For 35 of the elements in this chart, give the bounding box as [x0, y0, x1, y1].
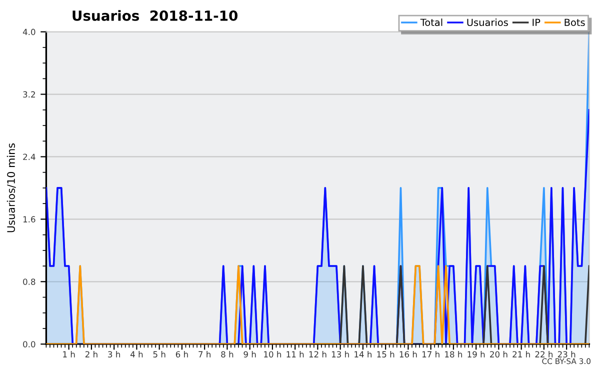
- y-tick-label: 0.8: [23, 278, 36, 285]
- x-tick-label: 1 h: [63, 351, 75, 358]
- x-tick-label: 10 h: [264, 351, 282, 358]
- x-tick-label: 13 h: [332, 351, 349, 358]
- legend-label: Total: [420, 18, 442, 26]
- x-tick-label: 23 h: [558, 351, 576, 358]
- y-tick-label: 0.0: [23, 341, 36, 348]
- x-tick-label: 4 h: [130, 351, 143, 358]
- x-tick-label: 9 h: [244, 351, 256, 358]
- x-tick-label: 14 h: [354, 351, 372, 358]
- x-tick-label: 8 h: [221, 351, 234, 358]
- legend-label: Bots: [564, 18, 585, 26]
- x-tick-label: 20 h: [490, 351, 508, 358]
- y-axis-title: Usuarios/10 mins: [6, 143, 16, 232]
- y-tick-label: 2.4: [23, 154, 36, 160]
- x-tick-label: 12 h: [309, 351, 326, 358]
- x-tick-label: 6 h: [176, 351, 188, 358]
- x-tick-label: 5 h: [153, 351, 166, 358]
- x-tick-label: 18 h: [445, 351, 462, 358]
- x-tick-label: 21 h: [512, 351, 530, 358]
- x-tick-label: 15 h: [377, 351, 394, 358]
- x-tick-label: 11 h: [286, 351, 304, 358]
- y-tick-label: 3.2: [23, 91, 35, 98]
- x-tick-label: 17 h: [422, 351, 440, 358]
- x-tick-label: 3 h: [108, 351, 120, 358]
- x-tick-label: 22 h: [535, 351, 553, 358]
- x-tick-label: 7 h: [198, 351, 210, 358]
- x-tick-label: 2 h: [85, 351, 98, 358]
- y-tick-label: 4.0: [22, 28, 36, 36]
- x-tick-label: 16 h: [400, 351, 417, 358]
- chart-title: Usuarios 2018-11-10: [72, 10, 238, 21]
- x-tick-label: 19 h: [468, 351, 485, 358]
- y-tick-label: 1.6: [23, 216, 36, 222]
- legend-label: Usuarios: [467, 18, 508, 26]
- legend-label: IP: [532, 18, 540, 26]
